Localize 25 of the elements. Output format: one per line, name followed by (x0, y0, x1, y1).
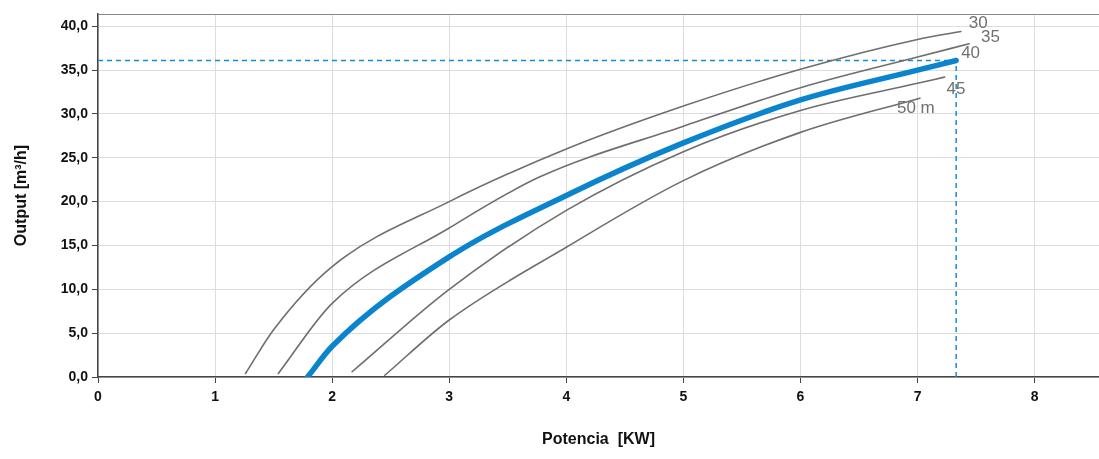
x-tick-label: 1 (211, 388, 220, 405)
x-tick-label: 0 (94, 388, 103, 405)
y-tick-label: 40,0 (60, 17, 89, 34)
y-tick-label: 20,0 (60, 192, 89, 209)
series-label: 40 (961, 43, 981, 63)
series-label: 50 m (896, 97, 935, 117)
y-axis-title: Output [m³/h] (12, 144, 30, 247)
x-tick-label: 4 (562, 388, 571, 405)
x-tick-label: 8 (1030, 388, 1039, 405)
y-tick-label: 5,0 (68, 324, 89, 341)
x-axis-title: Potencia [KW] (542, 429, 655, 447)
x-tick-label: 2 (328, 388, 337, 405)
y-tick-label: 0,0 (68, 367, 89, 384)
x-tick-label: 5 (679, 388, 688, 405)
x-tick-label: 3 (445, 388, 454, 405)
y-tick-label: 15,0 (60, 236, 89, 253)
x-tick-label: 6 (796, 388, 805, 405)
series-label: 45 (946, 78, 966, 98)
line-series (384, 97, 921, 377)
y-tick-label: 10,0 (60, 280, 89, 297)
x-tick-label: 7 (913, 388, 922, 405)
line-series (351, 76, 946, 373)
y-tick-label: 30,0 (60, 104, 89, 121)
y-tick-label: 25,0 (60, 148, 89, 165)
y-tick-label: 35,0 (60, 60, 89, 77)
